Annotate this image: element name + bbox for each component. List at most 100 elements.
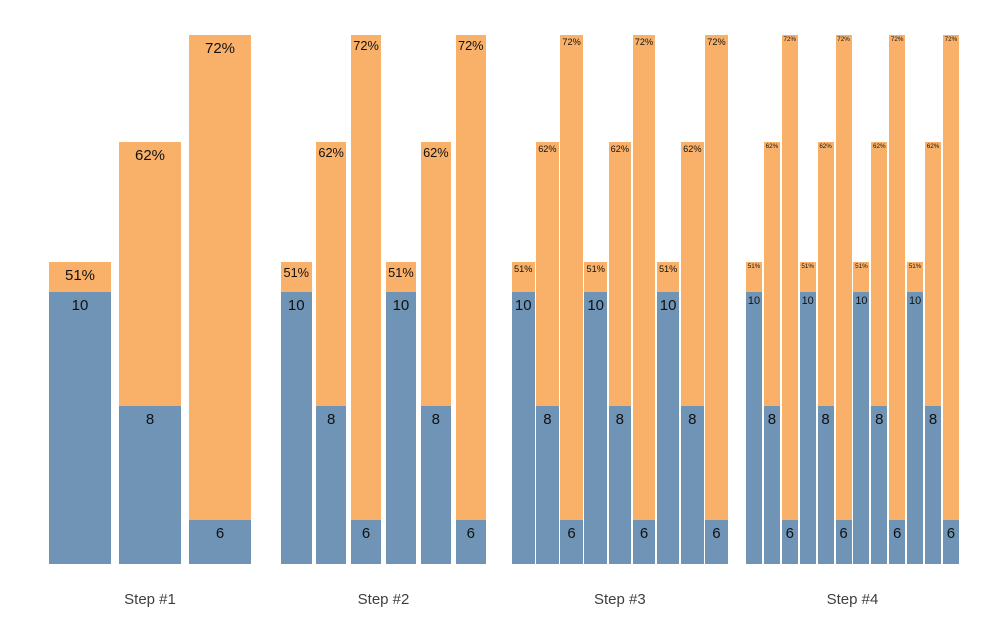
count-label: 6 bbox=[639, 525, 649, 542]
pct-label: 51% bbox=[514, 264, 533, 274]
orange-segment: 62% bbox=[119, 142, 181, 406]
orange-segment: 72% bbox=[705, 35, 728, 520]
count-label: 6 bbox=[567, 525, 576, 542]
orange-segment: 62% bbox=[536, 142, 559, 406]
orange-segment: 62% bbox=[420, 142, 452, 406]
orange-segment: 72% bbox=[781, 35, 798, 520]
pct-label: 62% bbox=[926, 143, 940, 150]
blue-segment: 10 bbox=[656, 292, 680, 564]
stacked-bar: 72% 6 bbox=[560, 35, 583, 564]
blue-segment: 10 bbox=[584, 292, 607, 564]
pct-label: 51% bbox=[283, 265, 310, 280]
count-label: 8 bbox=[821, 411, 830, 428]
pct-label: 51% bbox=[658, 264, 678, 274]
count-label: 10 bbox=[801, 295, 814, 307]
orange-segment: 51% bbox=[799, 262, 816, 292]
stacked-bar: 62% 8 bbox=[817, 142, 834, 564]
pct-label: 72% bbox=[457, 38, 484, 53]
orange-segment: 51% bbox=[656, 262, 680, 292]
count-label: 8 bbox=[767, 411, 777, 428]
pct-label: 62% bbox=[683, 144, 702, 154]
stacked-bar: 51% 10 bbox=[584, 262, 607, 564]
step-label: Step #4 bbox=[826, 591, 879, 608]
count-label: 6 bbox=[839, 525, 848, 542]
count-label: 8 bbox=[145, 411, 155, 428]
pct-label: 51% bbox=[747, 263, 761, 270]
blue-segment: 8 bbox=[871, 406, 888, 564]
count-label: 10 bbox=[855, 295, 868, 307]
count-label: 8 bbox=[928, 411, 938, 428]
pct-label: 51% bbox=[908, 263, 922, 270]
blue-segment: 6 bbox=[781, 520, 798, 564]
stacked-bar: 62% 8 bbox=[315, 142, 347, 564]
pct-label: 62% bbox=[873, 143, 886, 150]
orange-segment: 51% bbox=[512, 262, 535, 292]
stacked-bar: 51% 10 bbox=[385, 262, 417, 564]
step-label: Step #3 bbox=[593, 591, 646, 608]
orange-segment: 62% bbox=[763, 142, 780, 406]
blue-segment: 6 bbox=[560, 520, 583, 564]
orange-segment: 72% bbox=[350, 35, 382, 520]
count-label: 10 bbox=[909, 295, 922, 307]
pct-label: 72% bbox=[634, 37, 654, 47]
step-label: Step #1 bbox=[124, 591, 176, 608]
blue-segment: 6 bbox=[350, 520, 382, 564]
count-label: 8 bbox=[431, 411, 441, 428]
blue-segment: 8 bbox=[608, 406, 632, 564]
count-label: 10 bbox=[392, 297, 410, 314]
stacked-bar: 51% 10 bbox=[853, 262, 870, 564]
blue-segment: 10 bbox=[907, 292, 924, 564]
pct-label: 51% bbox=[855, 263, 868, 270]
stacked-bar: 62% 8 bbox=[536, 142, 559, 564]
orange-segment: 72% bbox=[560, 35, 583, 520]
stacked-bar: 72% 6 bbox=[705, 35, 728, 564]
count-label: 10 bbox=[71, 297, 89, 314]
pct-label: 51% bbox=[801, 263, 814, 270]
stacked-bar: 62% 8 bbox=[763, 142, 780, 564]
count-label: 6 bbox=[466, 525, 475, 542]
orange-segment: 72% bbox=[455, 35, 486, 520]
blue-segment: 10 bbox=[49, 292, 111, 564]
count-label: 8 bbox=[326, 411, 336, 428]
count-label: 8 bbox=[875, 411, 884, 428]
pct-label: 72% bbox=[944, 36, 958, 43]
stacked-bar: 72% 6 bbox=[455, 35, 486, 564]
pct-label: 62% bbox=[134, 147, 166, 164]
count-label: 8 bbox=[543, 411, 552, 428]
blue-segment: 10 bbox=[281, 292, 312, 564]
blue-segment: 8 bbox=[536, 406, 559, 564]
count-label: 6 bbox=[361, 525, 371, 542]
stacked-bar: 62% 8 bbox=[681, 142, 704, 564]
count-label: 6 bbox=[893, 525, 902, 542]
blue-segment: 10 bbox=[853, 292, 870, 564]
orange-segment: 62% bbox=[315, 142, 347, 406]
orange-segment: 62% bbox=[681, 142, 704, 406]
stacked-bar: 72% 6 bbox=[889, 35, 906, 564]
stacked-bar: 51% 10 bbox=[907, 262, 924, 564]
stacked-bar: 72% 6 bbox=[189, 35, 251, 564]
blue-segment: 8 bbox=[420, 406, 452, 564]
blue-segment: 8 bbox=[315, 406, 347, 564]
blue-segment: 8 bbox=[925, 406, 941, 564]
blue-segment: 6 bbox=[705, 520, 728, 564]
orange-segment: 62% bbox=[871, 142, 888, 406]
blue-segment: 6 bbox=[889, 520, 906, 564]
orange-segment: 72% bbox=[189, 35, 251, 520]
stacked-bar: 62% 8 bbox=[420, 142, 452, 564]
pct-label: 72% bbox=[562, 37, 581, 47]
blue-segment: 8 bbox=[763, 406, 780, 564]
stacked-bar: 62% 8 bbox=[119, 142, 181, 564]
count-label: 10 bbox=[747, 295, 761, 307]
blue-segment: 8 bbox=[681, 406, 704, 564]
orange-segment: 72% bbox=[835, 35, 852, 520]
count-label: 10 bbox=[287, 297, 305, 314]
count-label: 10 bbox=[587, 297, 605, 314]
blue-segment: 6 bbox=[632, 520, 656, 564]
orange-segment: 51% bbox=[49, 262, 111, 292]
pct-label: 62% bbox=[538, 144, 557, 154]
blue-segment: 6 bbox=[835, 520, 852, 564]
orange-segment: 62% bbox=[817, 142, 834, 406]
orange-segment: 51% bbox=[584, 262, 607, 292]
blue-segment: 8 bbox=[817, 406, 834, 564]
